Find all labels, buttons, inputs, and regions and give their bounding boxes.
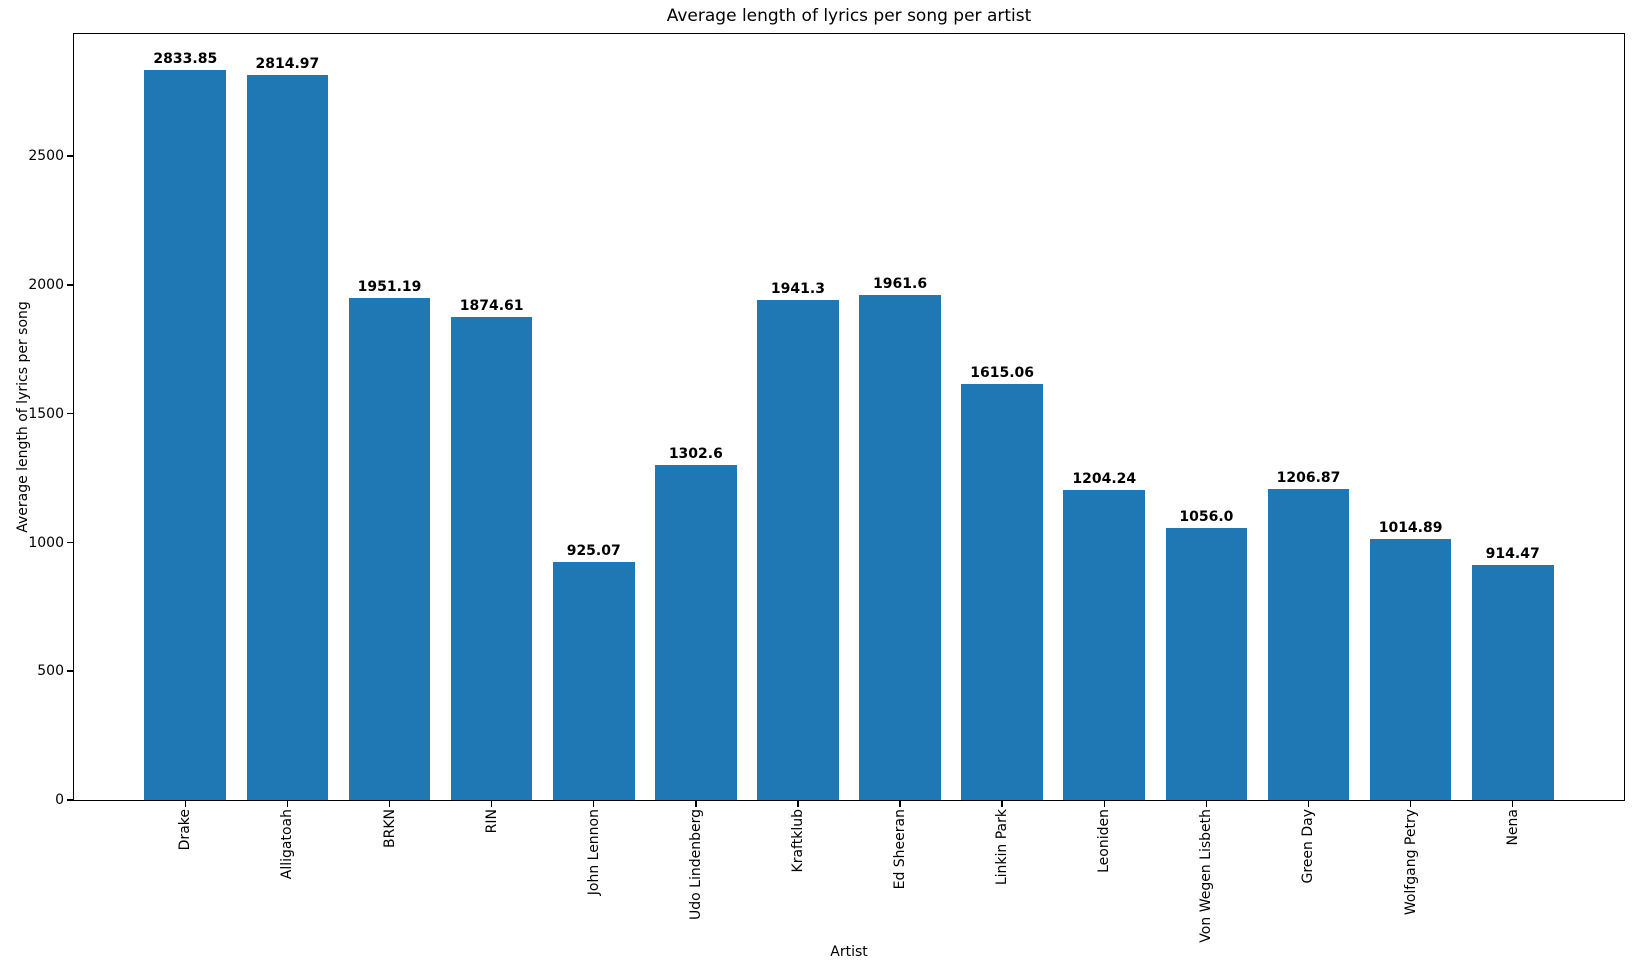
x-axis-tick — [1307, 801, 1310, 807]
x-tick-label: Kraftklub — [789, 809, 806, 873]
x-tick-label: BRKN — [381, 809, 398, 848]
x-axis-label: Artist — [830, 944, 868, 960]
x-axis-tick — [1205, 801, 1208, 807]
chart-title: Average length of lyrics per song per ar… — [666, 6, 1032, 26]
x-tick-label: Linkin Park — [994, 809, 1011, 886]
x-tick-label: Wolfgang Petry — [1402, 809, 1419, 916]
y-tick-label: 0 — [55, 792, 64, 808]
bar — [144, 70, 227, 800]
y-tick-label: 1000 — [28, 534, 64, 551]
bar-value-label: 2833.85 — [153, 51, 218, 68]
y-tick-label: 2000 — [28, 277, 64, 294]
x-tick-label: Udo Lindenberg — [687, 809, 704, 920]
bar-value-label: 1961.6 — [873, 275, 928, 292]
bar — [348, 297, 431, 800]
x-tick-label: John Lennon — [585, 809, 602, 896]
bar — [1471, 564, 1554, 800]
bar-value-label: 1014.89 — [1378, 519, 1443, 536]
bar — [654, 464, 737, 800]
x-axis-tick — [1511, 801, 1514, 807]
bar-value-label: 1874.61 — [459, 298, 524, 315]
x-axis-tick — [695, 801, 697, 807]
bar-value-label: 1615.06 — [970, 365, 1035, 382]
x-tick-label: Drake — [177, 809, 194, 851]
x-axis-tick — [490, 801, 493, 807]
y-tick-label: 2500 — [28, 148, 64, 165]
bar-value-label: 925.07 — [566, 542, 621, 559]
x-axis-tick — [592, 801, 595, 807]
x-tick-label: Leoniden — [1096, 809, 1113, 873]
bar — [1063, 489, 1146, 800]
x-axis-tick — [899, 801, 901, 807]
bar — [1267, 489, 1350, 800]
bar-value-label: 914.47 — [1485, 545, 1540, 562]
bar — [246, 75, 329, 800]
bar-value-label: 1302.6 — [668, 445, 723, 462]
bar — [1165, 528, 1248, 800]
y-axis-tick — [67, 412, 73, 415]
bar — [450, 317, 533, 800]
x-tick-label: Nena — [1504, 809, 1521, 846]
y-axis-tick — [67, 541, 73, 544]
x-axis-tick — [797, 801, 799, 807]
y-tick-label: 1500 — [28, 405, 64, 422]
x-axis-tick — [388, 801, 391, 807]
x-axis-tick — [286, 801, 289, 807]
x-tick-label: RIN — [483, 809, 500, 834]
x-axis-tick — [1001, 801, 1003, 807]
x-tick-label: Von Wegen Lisbeth — [1198, 809, 1215, 943]
bar-value-label: 1206.87 — [1276, 470, 1341, 487]
bar — [757, 300, 839, 800]
x-tick-label: Alligatoah — [279, 809, 296, 880]
bar-value-label: 1941.3 — [770, 281, 825, 298]
y-axis-tick — [67, 284, 73, 286]
bar-value-label: 1204.24 — [1072, 470, 1137, 487]
x-tick-label: Ed Sheeran — [892, 809, 909, 890]
bar-value-label: 1056.0 — [1179, 509, 1234, 526]
bar — [859, 294, 941, 800]
bar — [1369, 538, 1452, 800]
y-axis-tick — [67, 155, 73, 157]
bar-value-label: 1951.19 — [357, 278, 422, 295]
bar — [552, 561, 635, 800]
plot-area: 0 500 1000 1500 2000 2500 2833.85 Drake 2814.97 A… — [28, 33, 1625, 943]
x-axis-tick — [1409, 801, 1412, 807]
x-tick-label: Green Day — [1300, 809, 1317, 884]
bar — [961, 384, 1043, 800]
x-axis-tick — [1103, 801, 1106, 807]
y-tick-label: 500 — [37, 663, 64, 680]
bar-value-label: 2814.97 — [255, 56, 320, 73]
y-axis-tick — [67, 670, 73, 672]
x-axis-tick — [184, 801, 187, 807]
y-axis-tick — [67, 799, 73, 801]
